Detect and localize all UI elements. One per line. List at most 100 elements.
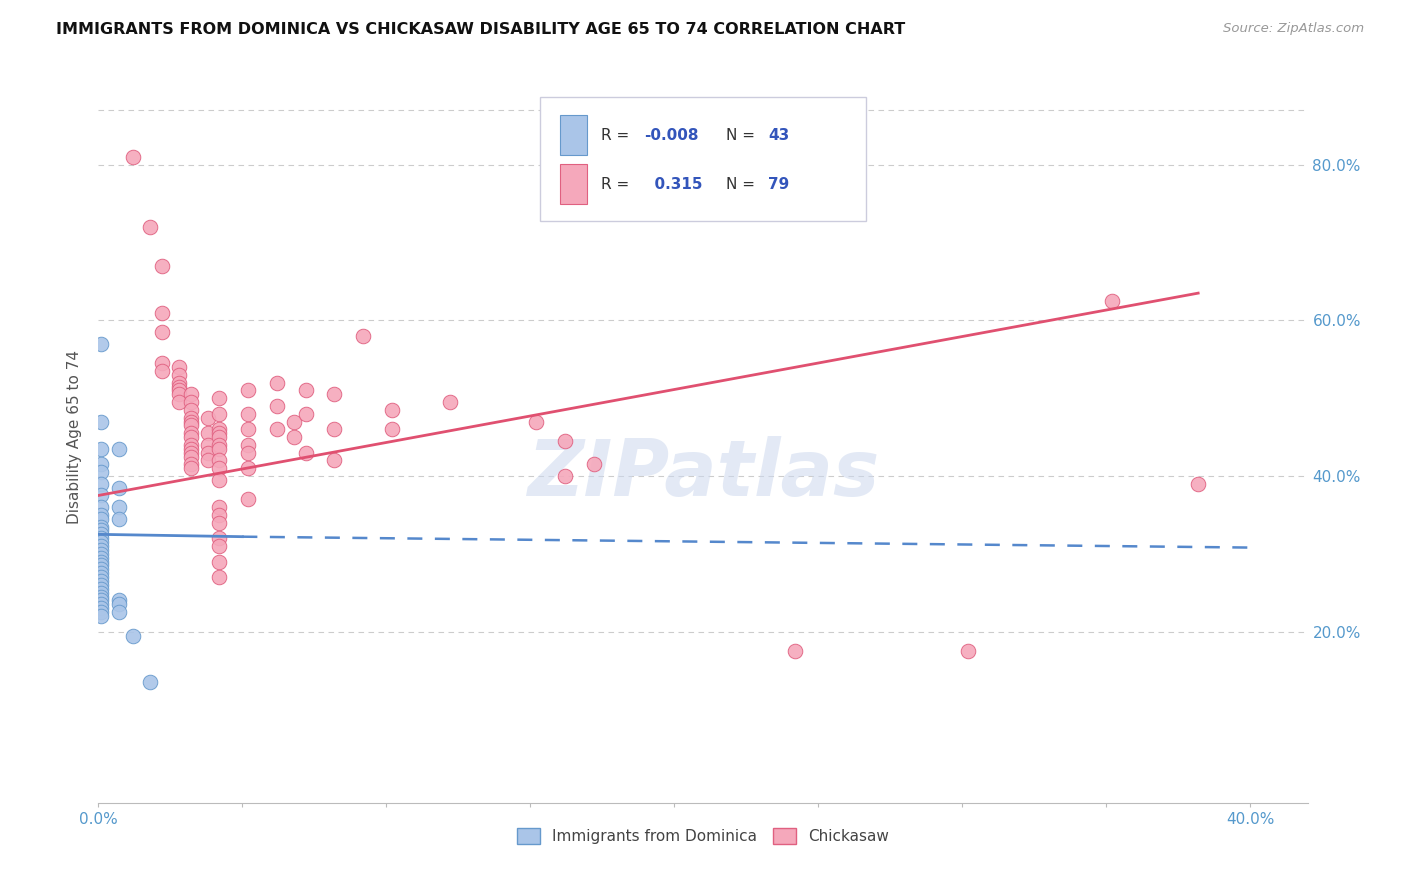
Point: [180, 418, 202, 433]
Point: [208, 555, 231, 569]
Point: [90, 578, 112, 592]
Point: [90, 531, 112, 545]
Point: [90, 582, 112, 596]
Point: [208, 516, 231, 530]
Point: [167, 384, 190, 398]
Point: [167, 395, 190, 409]
Point: [266, 422, 288, 436]
Point: [90, 550, 112, 565]
Point: [167, 359, 190, 374]
Point: [236, 438, 259, 452]
Point: [1187, 476, 1209, 491]
Point: [90, 590, 112, 604]
Text: R =: R =: [602, 177, 634, 192]
Point: [90, 547, 112, 561]
Point: [107, 442, 129, 456]
Point: [956, 644, 979, 658]
Point: [197, 445, 219, 459]
Point: [352, 329, 374, 343]
Point: [107, 598, 129, 612]
FancyBboxPatch shape: [561, 164, 586, 204]
FancyBboxPatch shape: [561, 115, 586, 155]
Point: [90, 539, 112, 553]
Point: [90, 601, 112, 615]
Point: [554, 434, 576, 448]
Point: [90, 458, 112, 472]
Point: [180, 445, 202, 459]
Point: [90, 442, 112, 456]
Point: [90, 574, 112, 588]
Point: [90, 500, 112, 515]
Point: [1101, 293, 1123, 308]
Point: [208, 500, 231, 515]
Point: [90, 508, 112, 522]
Point: [107, 593, 129, 607]
Point: [90, 519, 112, 533]
Text: ZIPatlas: ZIPatlas: [527, 435, 879, 512]
Point: [785, 644, 807, 658]
Point: [90, 609, 112, 624]
Point: [294, 407, 316, 421]
Point: [180, 450, 202, 464]
FancyBboxPatch shape: [540, 97, 866, 221]
Point: [208, 539, 231, 553]
Point: [197, 426, 219, 441]
Point: [150, 356, 173, 370]
Point: [208, 426, 231, 441]
Point: [90, 336, 112, 351]
Point: [197, 410, 219, 425]
Point: [90, 465, 112, 479]
Point: [208, 391, 231, 405]
Point: [208, 430, 231, 444]
Point: [90, 566, 112, 581]
Point: [266, 399, 288, 413]
Point: [197, 438, 219, 452]
Point: [283, 430, 305, 444]
Point: [180, 438, 202, 452]
Point: [90, 593, 112, 607]
Point: [180, 430, 202, 444]
Point: [150, 325, 173, 339]
Point: [236, 422, 259, 436]
Point: [208, 531, 231, 545]
Point: [90, 570, 112, 584]
Point: [180, 410, 202, 425]
Point: [180, 395, 202, 409]
Point: [208, 407, 231, 421]
Point: [90, 558, 112, 573]
Point: [554, 469, 576, 483]
Point: [208, 473, 231, 487]
Point: [107, 500, 129, 515]
Point: [139, 219, 162, 234]
Point: [90, 555, 112, 569]
Point: [139, 675, 162, 690]
Point: [167, 387, 190, 401]
Text: IMMIGRANTS FROM DOMINICA VS CHICKASAW DISABILITY AGE 65 TO 74 CORRELATION CHART: IMMIGRANTS FROM DOMINICA VS CHICKASAW DI…: [56, 22, 905, 37]
Point: [90, 585, 112, 599]
Point: [90, 488, 112, 502]
Point: [208, 453, 231, 467]
Point: [294, 445, 316, 459]
Text: -0.008: -0.008: [644, 128, 699, 143]
Point: [208, 461, 231, 475]
Point: [90, 415, 112, 429]
Point: [439, 395, 461, 409]
Point: [208, 442, 231, 456]
Point: [208, 508, 231, 522]
Point: [90, 562, 112, 576]
Point: [90, 535, 112, 549]
Text: 79: 79: [768, 177, 790, 192]
Point: [323, 422, 346, 436]
Point: [208, 570, 231, 584]
Point: [236, 445, 259, 459]
Point: [283, 415, 305, 429]
Text: 43: 43: [768, 128, 790, 143]
Point: [180, 461, 202, 475]
Point: [236, 492, 259, 507]
Text: R =: R =: [602, 128, 634, 143]
Point: [90, 512, 112, 526]
Point: [524, 415, 547, 429]
Point: [107, 512, 129, 526]
Point: [381, 422, 404, 436]
Point: [167, 379, 190, 393]
